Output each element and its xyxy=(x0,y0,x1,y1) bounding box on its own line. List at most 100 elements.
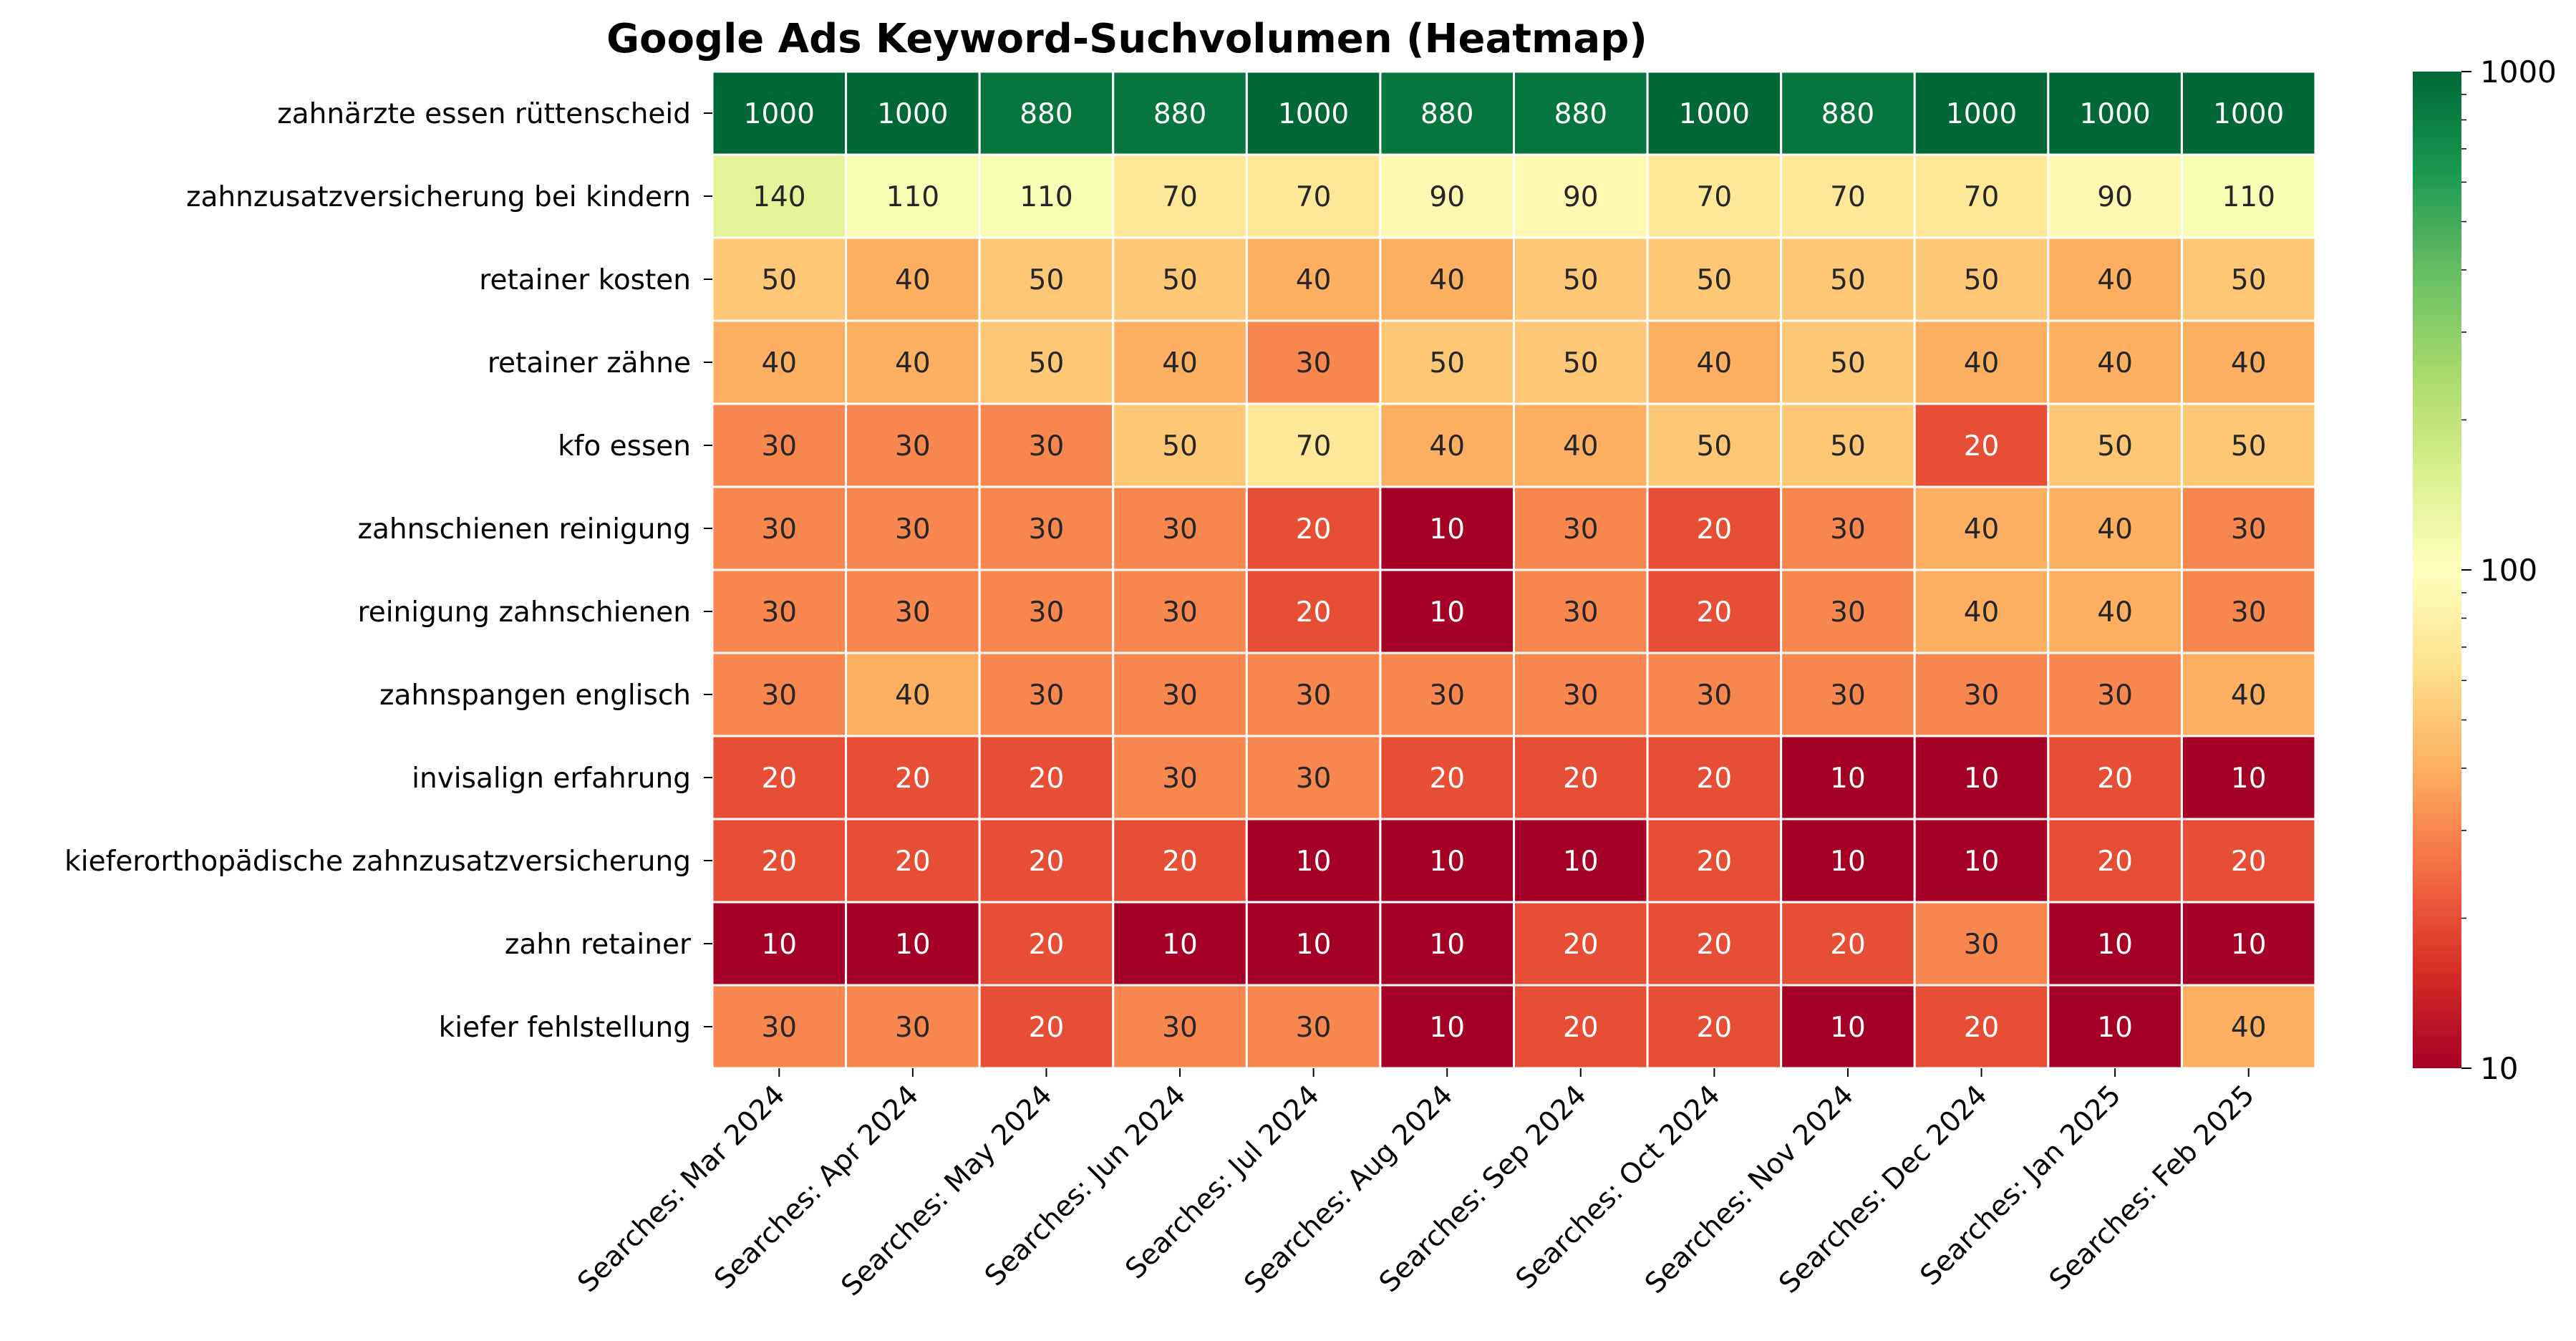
cell-value-label: 10 xyxy=(1964,763,2000,795)
cell-value-label: 1000 xyxy=(744,98,815,130)
cell-value-label: 50 xyxy=(1563,347,1599,379)
cell-value-label: 50 xyxy=(1029,264,1065,296)
cell-value-label: 50 xyxy=(1029,347,1065,379)
heatmap-cell xyxy=(978,735,1115,820)
cell-value-label: 30 xyxy=(761,679,797,712)
heatmap-cell xyxy=(1379,319,1516,405)
row-label: retainer kosten xyxy=(479,264,691,296)
heatmap-cell xyxy=(2180,236,2317,322)
cell-value-label: 50 xyxy=(761,264,797,296)
cell-value-label: 1000 xyxy=(1278,98,1349,130)
cell-value-label: 30 xyxy=(1029,430,1065,463)
heatmap-cell xyxy=(1646,402,1783,488)
heatmap-cell xyxy=(978,901,1115,987)
heatmap-cell xyxy=(1913,70,2050,156)
cell-value-label: 30 xyxy=(761,430,797,463)
cell-value-label: 10 xyxy=(761,929,797,961)
heatmap-cell xyxy=(1913,319,2050,405)
cell-value-label: 40 xyxy=(1563,430,1599,463)
cell-value-label: 40 xyxy=(895,347,931,379)
cell-value-label: 50 xyxy=(1162,430,1198,463)
heatmap-cell xyxy=(1513,818,1649,904)
cell-value-label: 20 xyxy=(895,763,931,795)
cell-value-label: 20 xyxy=(1563,929,1599,961)
row-label: kieferorthopädische zahnzusatzversicheru… xyxy=(64,846,691,878)
heatmap-cell xyxy=(978,236,1115,322)
heatmap-cell xyxy=(1513,735,1649,820)
cell-value-label: 1000 xyxy=(877,98,948,130)
heatmap-cell xyxy=(2047,402,2183,488)
row-label: zahn retainer xyxy=(505,929,692,961)
heatmap-cell xyxy=(1245,402,1382,488)
cell-value-label: 20 xyxy=(761,846,797,878)
heatmap-cell xyxy=(845,984,981,1070)
cell-value-label: 10 xyxy=(2097,1012,2133,1044)
cell-value-label: 40 xyxy=(2097,264,2133,296)
cell-value-label: 30 xyxy=(895,1012,931,1044)
heatmap-cell xyxy=(1379,568,1516,654)
heatmap-cell xyxy=(1646,70,1783,156)
heatmap-cell xyxy=(711,485,848,571)
cell-value-label: 30 xyxy=(1162,596,1198,629)
cell-value-label: 50 xyxy=(1429,347,1465,379)
cell-value-label: 10 xyxy=(2231,763,2267,795)
cell-value-label: 30 xyxy=(1964,679,2000,712)
cell-value-label: 20 xyxy=(1964,1012,2000,1044)
cell-value-label: 10 xyxy=(1830,846,1866,878)
cell-value-label: 50 xyxy=(2097,430,2133,463)
heatmap-cell xyxy=(1513,652,1649,737)
cell-value-label: 40 xyxy=(2231,1012,2267,1044)
heatmap-cell xyxy=(1646,735,1783,820)
cell-value-label: 20 xyxy=(1697,846,1733,878)
heatmap-cell xyxy=(2047,652,2183,737)
cell-value-label: 40 xyxy=(2097,596,2133,629)
cell-value-label: 20 xyxy=(1830,929,1866,961)
cell-value-label: 40 xyxy=(1429,430,1465,463)
cell-value-label: 40 xyxy=(1697,347,1733,379)
cell-value-label: 30 xyxy=(1964,929,2000,961)
cell-value-label: 30 xyxy=(1563,513,1599,546)
heatmap-cell xyxy=(1379,984,1516,1070)
cell-value-label: 50 xyxy=(2231,430,2267,463)
cell-value-label: 20 xyxy=(1697,596,1733,629)
heatmap-cell xyxy=(1379,153,1516,239)
cell-value-label: 20 xyxy=(1296,596,1332,629)
cell-value-label: 20 xyxy=(2231,846,2267,878)
heatmap-cell xyxy=(1646,485,1783,571)
heatmap-cell xyxy=(1112,319,1248,405)
heatmap-cell xyxy=(978,568,1115,654)
heatmap-cell xyxy=(711,70,848,156)
heatmap-cell xyxy=(845,153,981,239)
cell-value-label: 90 xyxy=(1429,181,1465,213)
colorbar-tick-label: 10 xyxy=(2480,1051,2518,1086)
cell-value-label: 40 xyxy=(2231,347,2267,379)
cell-value-label: 40 xyxy=(1964,513,2000,546)
heatmap-cell xyxy=(711,901,848,987)
cell-value-label: 50 xyxy=(1162,264,1198,296)
cell-value-label: 10 xyxy=(2097,929,2133,961)
heatmap-cell xyxy=(1513,319,1649,405)
heatmap-cell xyxy=(978,984,1115,1070)
cell-value-label: 20 xyxy=(2097,763,2133,795)
heatmap-cell xyxy=(978,319,1115,405)
heatmap-cell xyxy=(1513,402,1649,488)
cell-value-label: 30 xyxy=(1029,596,1065,629)
heatmap-cell xyxy=(845,70,981,156)
heatmap-cell xyxy=(1913,818,2050,904)
heatmap-cell xyxy=(845,402,981,488)
cell-value-label: 40 xyxy=(2097,513,2133,546)
cell-value-label: 50 xyxy=(1830,264,1866,296)
heatmap-cell xyxy=(1780,901,1916,987)
cell-value-label: 70 xyxy=(1697,181,1733,213)
heatmap-cell xyxy=(2180,818,2317,904)
cell-value-label: 10 xyxy=(895,929,931,961)
heatmap-cell xyxy=(2047,153,2183,239)
heatmap-cell xyxy=(845,735,981,820)
heatmap-cells: 1000 1000 880 880 1000 880 880 1000 880 1000 1000 1… xyxy=(711,70,2317,1070)
cell-value-label: 880 xyxy=(1420,98,1473,130)
cell-value-label: 880 xyxy=(1554,98,1607,130)
cell-value-label: 30 xyxy=(2231,513,2267,546)
heatmap-cell xyxy=(1245,568,1382,654)
heatmap-cell xyxy=(2180,485,2317,571)
cell-value-label: 30 xyxy=(1162,763,1198,795)
